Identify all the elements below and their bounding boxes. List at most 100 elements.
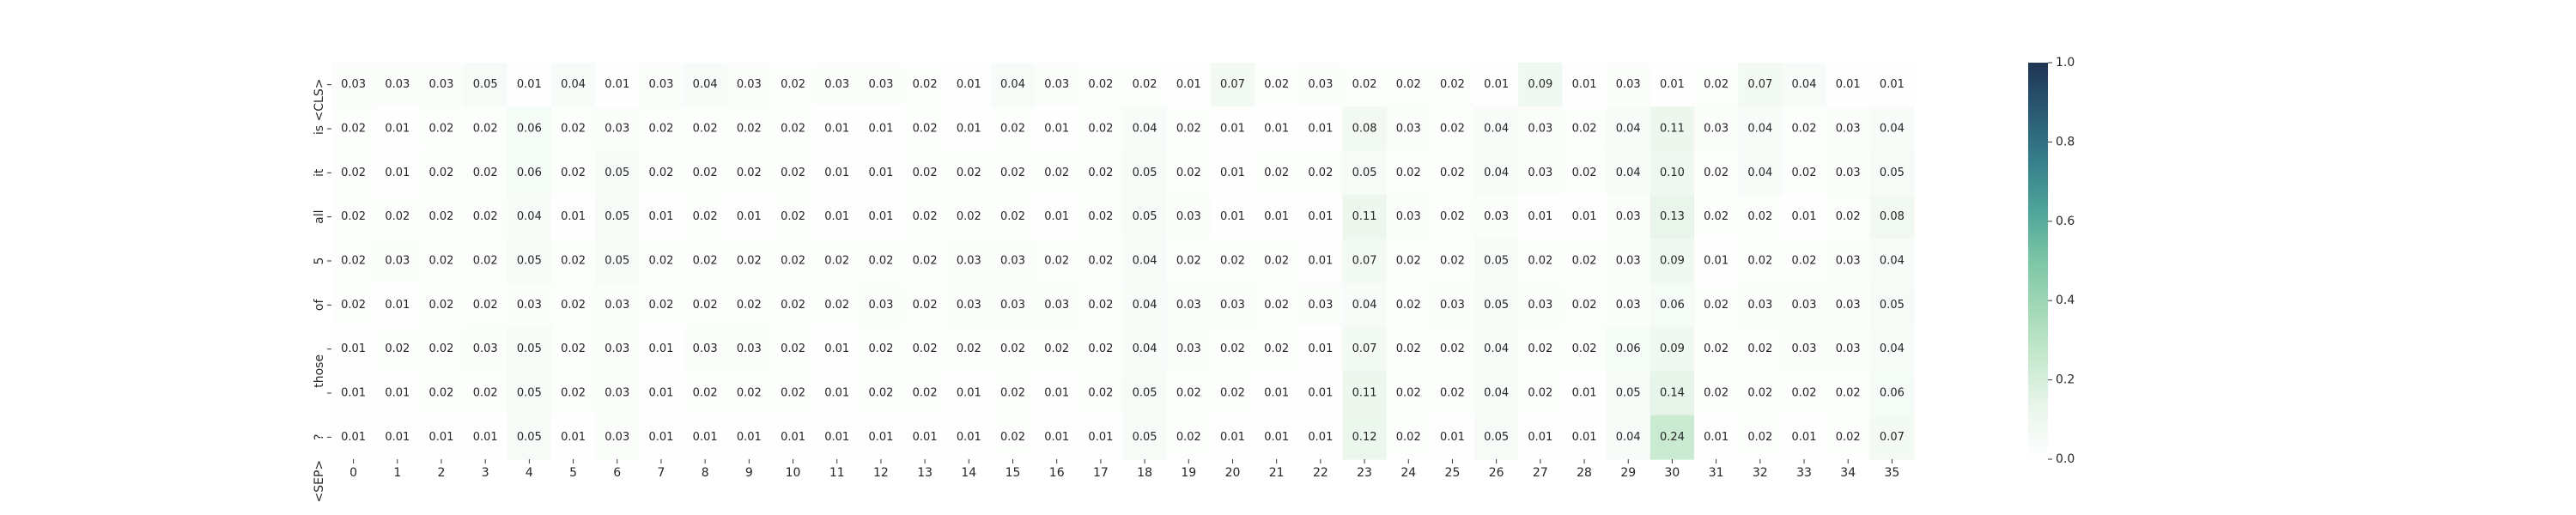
cell-value-label: 0.02: [1440, 210, 1465, 223]
x-tick-label: 18: [1137, 466, 1152, 480]
heatmap-cell: [419, 195, 465, 239]
heatmap-cell: [331, 150, 376, 196]
heatmap-cell: [1078, 150, 1124, 196]
cell-value-label: 0.01: [341, 431, 366, 444]
colorbar-gradient: [2028, 63, 2048, 459]
cell-value-label: 0.04: [1000, 78, 1025, 91]
cell-value-label: 0.05: [1352, 167, 1377, 179]
cell-value-label: 0.01: [868, 123, 893, 136]
cell-value-label: 0.02: [561, 342, 586, 355]
cell-value-label: 0.02: [1176, 255, 1201, 268]
cell-value-label: 0.02: [1396, 387, 1421, 400]
heatmap-cell: [1386, 195, 1431, 239]
heatmap-cell: [507, 150, 552, 196]
heatmap-cell: [1166, 327, 1212, 372]
cell-value-label: 0.03: [1616, 299, 1641, 312]
heatmap-cell: [683, 150, 728, 196]
cell-value-label: 0.02: [1440, 78, 1465, 91]
cell-value-label: 0.08: [1880, 210, 1905, 223]
heatmap-cell: [902, 106, 948, 152]
x-tick-label: 23: [1357, 466, 1372, 480]
heatmap-cell: [1342, 106, 1388, 152]
cell-value-label: 0.02: [913, 299, 938, 312]
cell-value-label: 0.02: [913, 387, 938, 400]
heatmap-cell: [1606, 282, 1651, 328]
cell-value-label: 0.02: [1088, 255, 1113, 268]
cell-value-label: 0.02: [429, 123, 454, 136]
heatmap-cell: [463, 150, 508, 196]
heatmap-cell: [463, 327, 508, 372]
cell-value-label: 0.02: [473, 167, 498, 179]
cell-value-label: 0.02: [913, 342, 938, 355]
heatmap-cell: [375, 150, 420, 196]
cell-value-label: 0.01: [824, 123, 849, 136]
cell-value-label: 0.01: [1044, 210, 1069, 223]
cell-value-label: 0.02: [473, 210, 498, 223]
heatmap-cell: [1869, 415, 1915, 460]
cell-value-label: 0.05: [1133, 210, 1157, 223]
heatmap-cell: [1826, 239, 1871, 284]
cell-value-label: 0.01: [341, 342, 366, 355]
heatmap-cell: [1078, 63, 1124, 107]
cell-value-label: 0.02: [1088, 299, 1113, 312]
cell-value-label: 0.05: [517, 342, 542, 355]
heatmap-cell: [1166, 106, 1212, 152]
cell-value-label: 0.01: [1572, 387, 1597, 400]
x-tick-label: 7: [657, 466, 665, 480]
cell-value-label: 0.04: [1880, 123, 1905, 136]
heatmap-cell: [1826, 106, 1871, 152]
heatmap-cell: [859, 282, 904, 328]
cell-value-label: 0.13: [1660, 210, 1685, 223]
cell-value-label: 0.02: [1440, 342, 1465, 355]
heatmap-cell: [550, 415, 596, 460]
cell-value-label: 0.02: [1396, 167, 1421, 179]
cell-value-label: 0.02: [781, 78, 805, 91]
heatmap-cell: [1430, 63, 1475, 107]
heatmap-cell: [639, 415, 684, 460]
cell-value-label: 0.01: [1176, 78, 1201, 91]
heatmap-cell: [1210, 106, 1255, 152]
heatmap-cell: [1122, 327, 1168, 372]
heatmap-cell: [990, 415, 1036, 460]
cell-value-label: 0.02: [1836, 210, 1861, 223]
cell-value-label: 0.02: [1572, 255, 1597, 268]
heatmap-cell: [1518, 150, 1564, 196]
cell-value-label: 0.01: [824, 387, 849, 400]
heatmap-cell: [1518, 239, 1564, 284]
heatmap-cell: [859, 239, 904, 284]
cell-value-label: 0.02: [1176, 167, 1201, 179]
heatmap-cell: [770, 282, 816, 328]
cell-value-label: 0.01: [1660, 78, 1685, 91]
heatmap-cell: [595, 371, 640, 416]
cell-value-label: 0.01: [1528, 431, 1552, 444]
cell-value-label: 0.05: [1880, 299, 1905, 312]
cell-value-label: 0.02: [1088, 210, 1113, 223]
cell-value-label: 0.05: [1616, 387, 1641, 400]
heatmap-cell: [1210, 150, 1255, 196]
cell-value-label: 0.03: [1836, 123, 1861, 136]
heatmap-cell: [463, 282, 508, 328]
cell-value-label: 0.02: [473, 299, 498, 312]
cell-value-label: 0.02: [1352, 78, 1377, 91]
heatmap-cell: [1782, 239, 1827, 284]
cell-value-label: 0.03: [1528, 167, 1552, 179]
cell-value-label: 0.03: [1440, 299, 1465, 312]
cell-value-label: 0.04: [1880, 255, 1905, 268]
cell-value-label: 0.02: [1704, 210, 1728, 223]
heatmap-cell: [595, 150, 640, 196]
cell-value-label: 0.01: [385, 123, 410, 136]
heatmap-cell: [1298, 239, 1344, 284]
cell-value-label: 0.11: [1352, 387, 1377, 400]
heatmap-cell: [550, 106, 596, 152]
heatmap-cell: [1649, 150, 1695, 196]
heatmap-cell: [419, 63, 465, 107]
heatmap-cell: [331, 239, 376, 284]
cell-value-label: 0.02: [1000, 431, 1025, 444]
cell-value-label: 0.01: [1880, 78, 1905, 91]
heatmap-cell: [595, 195, 640, 239]
heatmap-cell: [683, 282, 728, 328]
heatmap-cell: [1122, 150, 1168, 196]
cell-value-label: 0.02: [1747, 387, 1772, 400]
cell-value-label: 0.01: [1308, 387, 1333, 400]
heatmap-cell: [1166, 195, 1212, 239]
